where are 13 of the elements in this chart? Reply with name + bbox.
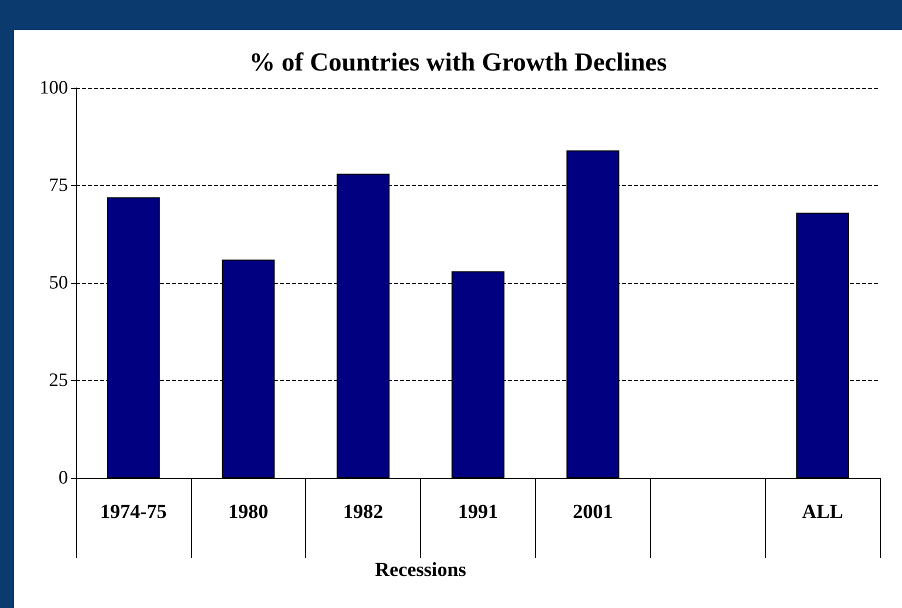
text: Recessions [375,559,466,581]
y-tick-label: 50 [49,272,68,294]
x-tick-label: ALL [802,501,844,523]
chart-title: % of Countries with Growth Declines [249,48,667,76]
x-tick-label: 1974-75 [100,501,167,523]
x-tick-label: 1980 [228,501,268,523]
y-tick-label: 100 [40,78,68,98]
x-tick-label: 2001 [572,501,613,523]
y-tick-label: 75 [49,175,68,196]
y-tick-label: 25 [49,370,68,391]
x-tick-label: 1982 [343,501,384,523]
y-tick-label: 0 [58,468,68,488]
x-tick-label: 1991 [458,501,498,523]
